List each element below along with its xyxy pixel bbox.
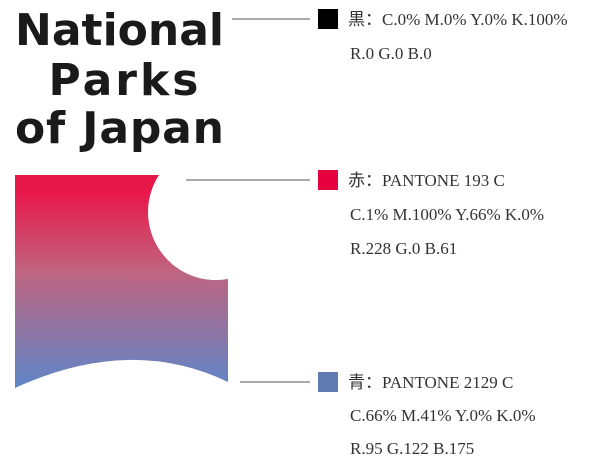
logo-line: National [15, 5, 227, 56]
spec-text: C.1% M.100% Y.66% K.0% [350, 205, 544, 224]
spec-text: R.95 G.122 B.175 [350, 439, 474, 458]
specs: 黒：C.0% M.0% Y.0% K.100% R.0 G.0 B.0 赤：PANT… [186, 9, 568, 458]
spec-text: R.228 G.0 B.61 [350, 239, 457, 258]
spec-text: 黒：C.0% M.0% Y.0% K.100% [348, 10, 568, 29]
logo-line: Parks [49, 55, 202, 106]
spec-text: C.66% M.41% Y.0% K.0% [350, 406, 536, 425]
swatch [318, 9, 338, 29]
swatch [318, 170, 338, 190]
spec-text: 青：PANTONE 2129 C [348, 373, 513, 392]
logo-line: of Japan [15, 103, 227, 154]
emblem [15, 175, 228, 388]
swatch [318, 372, 338, 392]
spec-text: 赤：PANTONE 193 C [348, 171, 505, 190]
spec-text: R.0 G.0 B.0 [350, 44, 432, 63]
